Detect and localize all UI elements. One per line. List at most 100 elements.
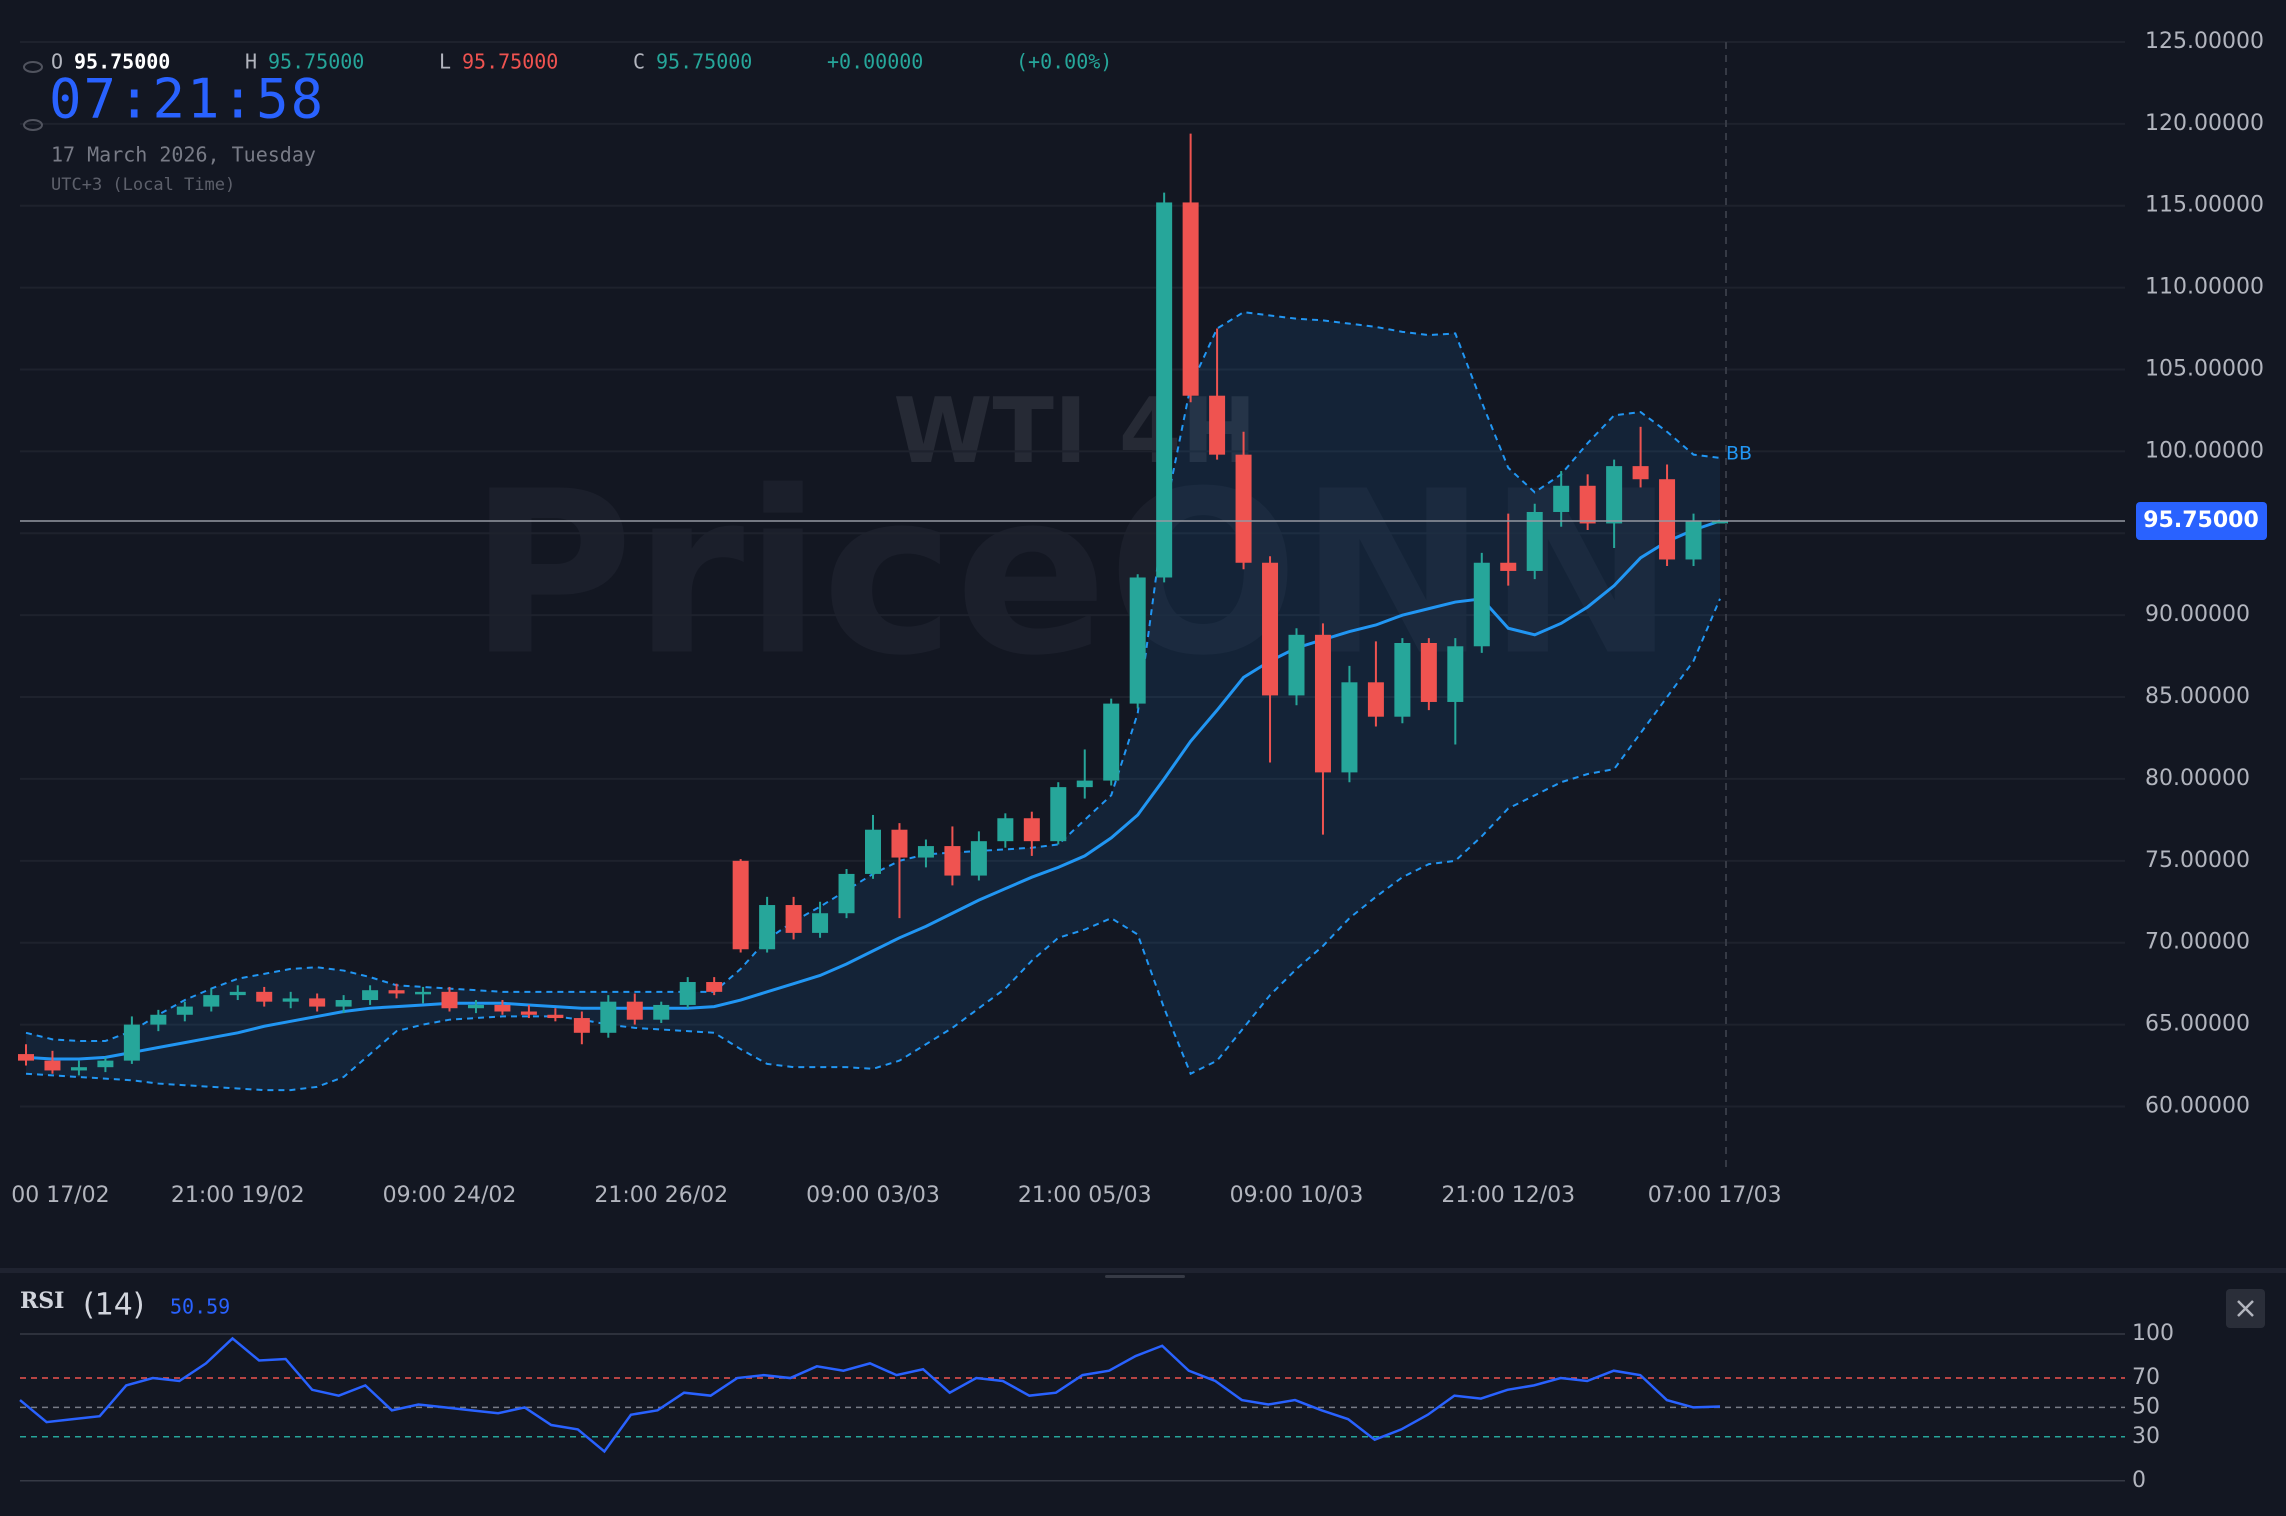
price-axis: 60.00000 65.00000 70.00000 75.00000 80.00000…: [20, 29, 2267, 1118]
candle-body: [467, 1004, 484, 1009]
rsi-length: (14): [83, 1288, 145, 1323]
candle-body: [1209, 395, 1226, 455]
close-value: 95.75000: [656, 50, 752, 74]
candle-body: [415, 991, 432, 995]
x-tick-label: 09:00 24/02: [383, 1183, 517, 1208]
candle-body: [917, 846, 934, 858]
bb-basis: [25, 519, 1721, 1061]
time-axis: 00 17/02 21:00 19/02 09:00 24/02 21:00 26/0…: [11, 1183, 1781, 1208]
rsi-name: RSI: [20, 1288, 64, 1314]
x-tick-label: 21:00 12/03: [1441, 1183, 1575, 1208]
rsi-tick-label: 70: [2132, 1365, 2160, 1390]
candle-body: [1262, 562, 1279, 696]
candle-body: [1394, 643, 1411, 717]
y-tick-label: 85.00000: [2145, 684, 2250, 709]
candle-body: [1553, 485, 1570, 512]
candle-body: [1659, 479, 1676, 560]
rsi-tick-label: 50: [2132, 1394, 2160, 1419]
candle-body: [1500, 562, 1517, 571]
eye-icon: [23, 61, 43, 73]
y-tick-label: 65.00000: [2145, 1012, 2250, 1037]
rsi-value: 50.59: [170, 1295, 230, 1319]
candle-body: [732, 860, 749, 950]
candle-body: [335, 1000, 352, 1007]
candle-body: [1420, 643, 1437, 702]
x-tick-label: 00 17/02: [11, 1183, 109, 1208]
candle-body: [547, 1014, 564, 1019]
rsi-tick-label: 30: [2132, 1424, 2160, 1449]
candle-body: [679, 982, 696, 1005]
y-tick-label: 80.00000: [2145, 766, 2250, 791]
date: 17 March 2026, Tuesday: [51, 143, 316, 167]
rsi-tick-label: 100: [2132, 1321, 2174, 1346]
candle-body: [494, 1004, 511, 1012]
candle-body: [1473, 562, 1490, 647]
candle-body: [1076, 780, 1093, 788]
candle-body: [812, 913, 829, 933]
candle-body: [1129, 577, 1146, 704]
candle-body: [573, 1018, 590, 1033]
candle-body: [997, 818, 1014, 842]
candle-body: [256, 991, 273, 1002]
high-value: 95.75000: [268, 50, 364, 74]
candle-body: [838, 873, 855, 914]
candle-body: [362, 990, 379, 1001]
candle-body: [1050, 787, 1067, 842]
low-value: 95.75000: [462, 50, 558, 74]
y-tick-label: 100.00000: [2145, 438, 2264, 463]
candle-body: [626, 1001, 643, 1020]
low-label: L: [439, 50, 451, 74]
candle-body: [1314, 634, 1331, 773]
candle-body: [1156, 202, 1173, 578]
candle-body: [1103, 703, 1120, 781]
pane-separator: [0, 1268, 2286, 1273]
high-label: H: [245, 50, 257, 74]
candle-body: [1367, 682, 1384, 717]
candle-body: [970, 841, 987, 876]
candle-body: [1447, 646, 1464, 702]
eye-icon: [23, 119, 43, 131]
candle-body: [97, 1060, 114, 1068]
open-value: 95.75000: [74, 50, 170, 74]
candles: [18, 133, 1728, 1076]
pane-handle[interactable]: [1105, 1275, 1185, 1278]
legend-header: O 95.75000 H 95.75000 L 95.75000 C 95.75…: [23, 50, 1112, 195]
bb-fill: [26, 312, 1720, 1091]
candle-body: [203, 995, 220, 1007]
candle-body: [520, 1011, 537, 1015]
candle-body: [759, 905, 776, 950]
candle-body: [70, 1067, 87, 1071]
candle-body: [441, 991, 458, 1009]
candle-body: [600, 1001, 617, 1033]
candle-body: [1712, 520, 1728, 524]
candle-body: [865, 829, 881, 874]
last-price-label: 95.75000: [2143, 508, 2259, 533]
candle-body: [309, 998, 326, 1007]
x-tick-label: 21:00 26/02: [594, 1183, 728, 1208]
close-button[interactable]: [2226, 1289, 2265, 1328]
candle-body: [1632, 466, 1649, 480]
candle-body: [1526, 511, 1543, 571]
candle-body: [653, 1004, 670, 1020]
watermark-title: WTI 4H: [893, 379, 1256, 484]
open-label: O: [51, 50, 63, 74]
candle-body: [282, 998, 299, 1002]
candle-body: [229, 991, 246, 996]
candle-body: [1685, 520, 1702, 560]
candle-body: [1288, 634, 1305, 696]
candle-body: [1023, 818, 1040, 842]
y-tick-label: 110.00000: [2145, 275, 2264, 300]
x-tick-label: 09:00 03/03: [806, 1183, 940, 1208]
clock: 07:21:58: [49, 68, 325, 131]
x-tick-label: 07:00 17/03: [1648, 1183, 1782, 1208]
rsi-tick-label: 0: [2132, 1468, 2146, 1493]
x-tick-label: 21:00 19/02: [171, 1183, 305, 1208]
candle-body: [1182, 202, 1199, 396]
close-icon[interactable]: [2237, 1300, 2254, 1317]
y-tick-label: 125.00000: [2145, 29, 2264, 54]
x-tick-label: 21:00 05/03: [1018, 1183, 1152, 1208]
candle-body: [44, 1060, 61, 1071]
y-tick-label: 105.00000: [2145, 356, 2264, 381]
